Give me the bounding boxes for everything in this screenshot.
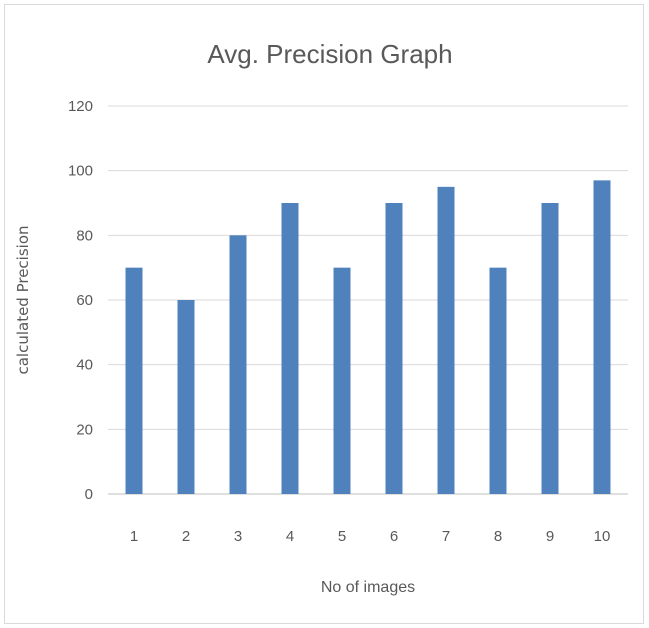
y-tick-label: 100 (68, 163, 93, 180)
x-tick-labels: 1 2 3 4 5 6 7 8 9 10 (130, 528, 611, 545)
bar-6 (385, 203, 403, 494)
bar-8 (489, 267, 507, 494)
bar-5 (333, 267, 351, 494)
x-tick-label: 6 (390, 528, 398, 545)
x-tick-label: 9 (546, 528, 554, 545)
x-tick-label: 5 (338, 528, 346, 545)
bar-7 (437, 186, 455, 495)
y-tick-label: 120 (68, 98, 93, 115)
x-tick-label: 2 (182, 528, 190, 545)
x-tick-label: 7 (442, 528, 450, 545)
y-tick-label: 0 (85, 486, 93, 503)
y-tick-label: 20 (76, 421, 93, 438)
x-tick-label: 4 (286, 528, 294, 545)
bar-1 (125, 267, 143, 494)
bars (125, 180, 611, 495)
chart-frame (4, 4, 644, 624)
y-axis-label: calculated Precision (14, 225, 32, 374)
bar-2 (177, 300, 195, 494)
x-tick-label: 3 (234, 528, 242, 545)
x-axis-label: No of images (321, 579, 415, 596)
bar-9 (541, 203, 559, 494)
chart-title: Avg. Precision Graph (207, 39, 452, 69)
y-tick-label: 80 (76, 227, 93, 244)
bar-4 (281, 203, 299, 494)
x-tick-label: 1 (130, 528, 138, 545)
gridlines (108, 105, 628, 495)
bar-3 (229, 235, 247, 495)
bar-10 (593, 180, 611, 494)
y-tick-label: 60 (76, 292, 93, 309)
x-tick-label: 8 (494, 528, 502, 545)
x-tick-label: 10 (594, 528, 611, 545)
y-tick-label: 40 (76, 357, 93, 374)
y-tick-labels: 0 20 40 60 80 100 120 (68, 98, 93, 503)
